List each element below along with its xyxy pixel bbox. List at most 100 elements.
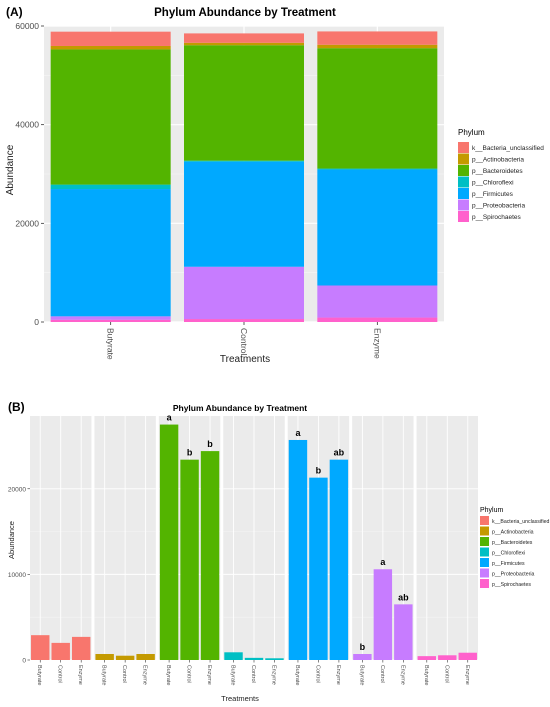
panel-b-ytick-label: 0: [22, 658, 26, 665]
panel-a-bar-segment: [184, 319, 304, 322]
panel-b-xtick-label: Butyrate: [165, 665, 171, 685]
panel-b-significance-label: a: [295, 428, 301, 438]
panel-a-bar-segment: [50, 31, 171, 46]
panel-b-title: Phylum Abundance by Treatment: [173, 403, 307, 413]
panel-b-legend-label: p__Chloroflexi: [492, 551, 525, 557]
panel-a-legend-swatch: [458, 153, 469, 165]
panel-b-xtick-label: Enzyme: [142, 665, 148, 685]
panel-b-xtick-label: Control: [314, 665, 320, 683]
panel-a-ylabel: Abundance: [5, 144, 16, 195]
panel-b-legend: Phylum k__Bacteria_unclassified p__Actino…: [480, 507, 549, 588]
panel-b-bar: [458, 652, 477, 660]
panel-b-xtick-label: Butyrate: [101, 665, 107, 685]
panel-b-significance-label: b: [360, 642, 366, 652]
panel-b-legend-label: p__Proteobacteria: [492, 572, 535, 578]
panel-a-bar-segment: [184, 45, 304, 161]
panel-b-bar: [373, 569, 393, 660]
panel-a-legend-label: p__Spirochaetes: [472, 214, 522, 221]
panel-b-xtick-label: Enzyme: [270, 665, 276, 685]
panel-b-bar: [353, 654, 372, 660]
panel-b-xtick-label: Control: [57, 665, 63, 683]
panel-a-legend-label: p__Bacteroidetes: [472, 168, 523, 175]
panel-b-legend-swatch: [480, 568, 489, 578]
panel-b-legend-swatch: [480, 537, 489, 546]
panel-b-xtick-label: Enzyme: [206, 665, 212, 685]
panel-a-bar-segment: [50, 316, 171, 320]
panel-a-bar-segment: [184, 161, 304, 267]
panel-b-legend-label: k__Bacteria_unclassified: [492, 519, 549, 525]
panel-a-legend-label: k__Bacteria_unclassified: [472, 145, 544, 152]
panel-b-bar: [329, 459, 349, 660]
panel-a-bar-segment: [184, 160, 304, 162]
panel-a-legend: Phylum k__Bacteria_unclassified p__Actino…: [458, 128, 544, 222]
panel-b-bar: [265, 658, 284, 660]
panel-a-bar-segment: [50, 184, 171, 190]
panel-a-xtick-label: Enzyme: [372, 328, 382, 359]
panel-b-significance-label: b: [316, 466, 322, 476]
panel-b-label: (B): [8, 400, 25, 414]
panel-a-legend-title: Phylum: [458, 128, 485, 137]
panel-b-significance-label: ab: [398, 592, 409, 602]
panel-b-ytick-label: 20000: [8, 486, 26, 493]
panel-b-xtick-label: Control: [121, 665, 127, 683]
panel-a-legend-swatch: [458, 165, 469, 176]
panel-b-significance-label: a: [167, 413, 173, 423]
panel-a-bar-segment: [184, 33, 304, 43]
panel-a-xtick-label: Butyrate: [106, 328, 116, 360]
panel-b-bar: [159, 424, 179, 660]
panel-b-legend-swatch: [480, 526, 489, 536]
panel-a-bar-segment: [50, 45, 171, 50]
panel-b-bar: [71, 636, 91, 660]
panel-a-legend-swatch: [458, 199, 469, 211]
panel-b-xtick-label: Butyrate: [294, 665, 300, 685]
panel-a-bar-segment: [317, 285, 438, 318]
panel-b-xtick-label: Butyrate: [230, 665, 236, 685]
panel-b-bar: [288, 439, 308, 660]
panel-a-legend-label: p__Actinobacteria: [472, 157, 524, 164]
panel-a-bar-segment: [317, 169, 438, 286]
panel-a-bar-segment: [50, 189, 171, 317]
panel-b-plot: 0 10000 20000 Butyrate Control Enzyme Butyrate…: [8, 413, 478, 685]
panel-b-bar: [180, 459, 199, 660]
panel-a-title: Phylum Abundance by Treatment: [154, 7, 336, 19]
panel-b-legend-label: p__Spirochaetes: [492, 582, 531, 588]
panel-b-ylabel: Abundance: [7, 521, 16, 559]
panel-a-xlabel: Treatments: [220, 354, 270, 365]
panel-b-legend-title: Phylum: [480, 507, 504, 514]
panel-a-plot: 0 20000 40000 60000 Butyrate Control Enzyme: [15, 21, 444, 360]
panel-b-xtick-label: Butyrate: [36, 665, 42, 685]
panel-b-significance-label: ab: [334, 448, 345, 458]
panel-a-ytick-label: 60000: [15, 21, 39, 31]
panel-a-bar-segment: [50, 49, 171, 185]
panel-b-xtick-label: Enzyme: [77, 665, 83, 685]
panel-a-xtick-label: Control: [239, 328, 249, 356]
panel-b-xlabel: Treatments: [221, 694, 259, 703]
panel-b-xtick-label: Control: [250, 665, 256, 683]
panel-a-legend-label: p__Proteobacteria: [472, 203, 526, 210]
panel-b-xtick-label: Butyrate: [358, 665, 364, 685]
panel-a-legend-swatch: [458, 211, 469, 222]
panel-a-legend-swatch: [458, 188, 469, 199]
panel-b-xtick-label: Enzyme: [464, 665, 470, 685]
panel-b-bar: [115, 655, 135, 660]
panel-a-bar-segment: [184, 266, 304, 320]
panel-a-bar-segment: [184, 42, 304, 46]
panel-b-significance-label: b: [207, 439, 213, 449]
panel-b-legend-label: p__Firmicutes: [492, 561, 525, 567]
panel-b-xtick-label: Butyrate: [423, 665, 429, 685]
panel-a-bar-segment: [317, 317, 438, 322]
panel-a-ytick-label: 20000: [15, 218, 39, 228]
panel-b-legend-swatch: [480, 558, 489, 567]
panel-b-significance-label: a: [380, 557, 386, 567]
panel-b-legend-label: p__Bacteroidetes: [492, 540, 533, 546]
panel-a-label: (A): [6, 5, 23, 19]
panel-b-legend-swatch: [480, 547, 489, 557]
panel-b-bar: [394, 604, 413, 660]
panel-b-ytick-label: 10000: [8, 572, 26, 579]
panel-b-bar: [309, 477, 328, 660]
panel-b-xtick-label: Enzyme: [335, 665, 341, 685]
panel-b-bar: [95, 654, 114, 660]
panel-b-significance-label: b: [187, 448, 193, 458]
panel-b-bar: [224, 652, 243, 660]
